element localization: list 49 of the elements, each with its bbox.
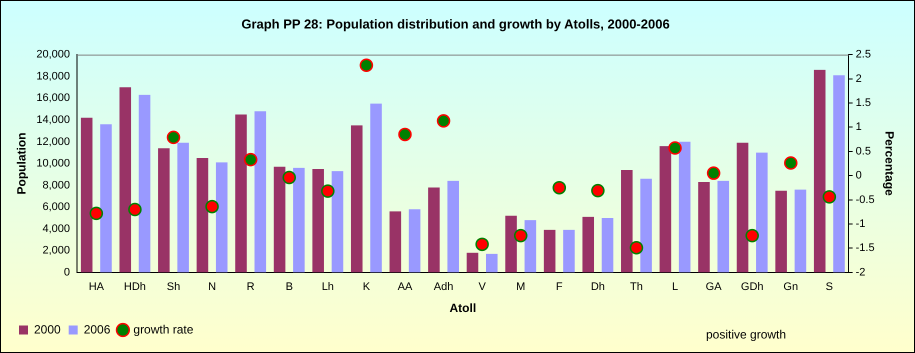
legend-label: 2006: [84, 322, 111, 336]
y2-tick-label: 0.5: [856, 145, 871, 158]
y-tick-label: 2,000: [42, 244, 70, 257]
y2-tick-label: 1: [856, 121, 862, 134]
y2-tick-label: -0.5: [856, 194, 875, 206]
x-tick-label: GDh: [740, 281, 764, 294]
x-tick-label: K: [362, 281, 371, 294]
x-tick-label: L: [672, 281, 678, 294]
x-tick-label: N: [208, 281, 216, 294]
y-tick-label: 14,000: [36, 114, 70, 126]
x-tick-label: Gn: [783, 281, 798, 294]
y2-tick-label: 2.5: [856, 48, 871, 61]
x-tick-label: Adh: [434, 281, 454, 294]
x-tick-label: Sh: [166, 281, 180, 294]
x-tick-label: AA: [398, 281, 413, 294]
y-tick-label: 8,000: [42, 179, 70, 192]
x-axis-title: Atoll: [450, 301, 476, 316]
y2-tick-label: -2: [856, 266, 866, 278]
x-tick-label: Lh: [322, 281, 334, 294]
y2-axis-title: Percentage: [882, 131, 896, 196]
y-tick-label: 6,000: [42, 201, 70, 214]
x-tick-label: Dh: [590, 281, 605, 294]
x-tick-label: B: [286, 281, 293, 294]
y2-tick-label: 2: [856, 72, 862, 85]
y-tick-label: 20,000: [36, 48, 70, 61]
y-tick-label: 12,000: [36, 136, 70, 148]
y-tick-label: 10,000: [36, 158, 70, 170]
y2-tick-label: -1.5: [856, 242, 875, 254]
y-tick-label: 0: [64, 266, 70, 278]
x-tick-label: F: [556, 281, 563, 294]
y-tick-label: 18,000: [36, 70, 70, 82]
y-tick-label: 4,000: [42, 222, 70, 235]
x-tick-label: GA: [706, 281, 722, 294]
y-axis-title: Population: [14, 132, 29, 194]
y2-tick-label: -1: [856, 218, 866, 230]
text: positive growth: [706, 327, 786, 342]
chart-title: Graph PP 28: Population distribution and growth by Atolls, 2000-2006: [241, 16, 670, 32]
y2-tick-label: 0: [856, 170, 862, 182]
y-tick-label: 16,000: [36, 92, 70, 104]
x-tick-label: R: [246, 281, 255, 294]
legend-label: growth rate: [133, 322, 194, 336]
x-tick-label: V: [478, 281, 486, 294]
x-tick-label: M: [516, 281, 526, 294]
x-tick-label: HDh: [124, 281, 146, 294]
legend-label: 2000: [34, 322, 62, 336]
x-tick-label: S: [826, 281, 834, 294]
x-tick-label: HA: [88, 281, 105, 294]
y2-tick-label: 1.5: [856, 97, 871, 110]
x-tick-label: Th: [630, 281, 643, 294]
